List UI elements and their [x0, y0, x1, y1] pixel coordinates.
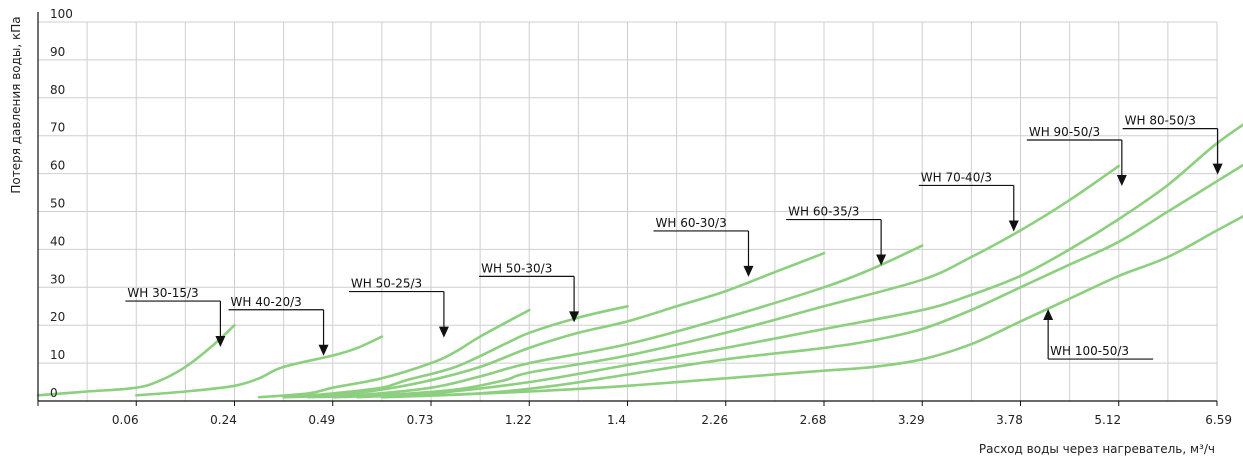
annotation-label: WH 50-30/3	[481, 261, 552, 275]
annotation-arrow	[318, 344, 329, 356]
series-line-wh-60-30-3	[282, 251, 826, 399]
x-tick-label: 0.06	[112, 413, 139, 427]
y-tick-label: 40	[50, 234, 65, 248]
chart-curves	[36, 123, 1243, 399]
annotation-arrow	[438, 326, 449, 338]
annotation-wh-50-25-3: WH 50-25/3	[348, 277, 449, 338]
annotation-label: WH 100-50/3	[1050, 344, 1129, 358]
annotation-arrow	[1212, 163, 1223, 175]
x-tick-label: 6.59	[1205, 413, 1232, 427]
series-line-wh-60-35-3	[306, 244, 924, 399]
y-tick-label: 30	[50, 272, 65, 286]
annotation-arrow	[1116, 174, 1127, 186]
tick-labels: 0 10 20 30 40 50 60 70 80 90 100 0.06 0.24 0.49 0.73 1.…	[37, 7, 1232, 427]
y-tick-label: 90	[50, 45, 65, 59]
x-tick-label: 2.68	[800, 413, 827, 427]
annotation-arrow	[743, 265, 754, 277]
series-line-wh-90-50-3	[356, 123, 1243, 399]
x-tick-label: 0.24	[210, 413, 237, 427]
annotation-wh-70-40-3: WH 70-40/3	[918, 170, 1019, 232]
annotation-label: WH 40-20/3	[231, 295, 302, 309]
x-axis-title: Расход воды через нагреватель, м³/ч	[979, 442, 1215, 456]
y-tick-label: 100	[50, 7, 73, 21]
y-tick-label: 80	[50, 83, 65, 97]
series-line-wh-50-30-3	[282, 305, 629, 399]
y-tick-label: 20	[50, 310, 65, 324]
y-tick-label: 50	[50, 197, 65, 211]
x-tick-label: 2.26	[701, 413, 728, 427]
series-line-wh-50-25-3	[257, 308, 531, 399]
annotation-label: WH 60-30/3	[655, 216, 726, 230]
chart-annotations: WH 30-15/3 WH 40-20/3 WH 50-25/3 WH 50-30/3…	[125, 114, 1223, 360]
annotation-arrow	[215, 336, 226, 348]
x-tick-label: 0.49	[308, 413, 335, 427]
series-line-wh-100-50-3	[429, 214, 1243, 397]
y-axis-title: Потеря давления воды, кПа	[9, 16, 23, 193]
chart-grid	[38, 21, 1218, 401]
series-line-wh-40-20-3	[135, 335, 384, 397]
annotation-label: WH 70-40/3	[921, 170, 992, 184]
annotation-label: WH 50-25/3	[351, 277, 422, 291]
annotation-wh-30-15-3: WH 30-15/3	[125, 286, 226, 348]
annotation-label: WH 60-35/3	[788, 205, 859, 219]
x-tick-label: 0.73	[407, 413, 434, 427]
series-line-wh-70-40-3	[331, 164, 1121, 399]
annotation-wh-50-30-3: WH 50-30/3	[479, 261, 580, 323]
y-tick-label: 0	[50, 386, 58, 400]
annotation-label: WH 30-15/3	[127, 286, 198, 300]
x-tick-label: 3.78	[996, 413, 1023, 427]
annotation-arrow	[876, 254, 887, 266]
y-tick-label: 10	[50, 348, 65, 362]
series-line-wh-80-50-3	[380, 163, 1243, 399]
annotation-arrow	[569, 311, 580, 323]
annotation-arrow	[1008, 220, 1019, 232]
series-line-wh-30-15-3	[36, 323, 236, 397]
x-tick-label: 5.12	[1094, 413, 1121, 427]
x-tick-label: 3.29	[898, 413, 925, 427]
annotation-wh-60-35-3: WH 60-35/3	[786, 205, 887, 266]
annotation-wh-40-20-3: WH 40-20/3	[228, 295, 329, 356]
annotation-arrow	[1043, 309, 1054, 321]
y-tick-label: 60	[50, 159, 65, 173]
annotation-wh-100-50-3: WH 100-50/3	[1043, 309, 1154, 360]
x-tick-label: 1.22	[505, 413, 532, 427]
x-tick-label: 1.4	[607, 413, 626, 427]
chart-axes: Потеря давления воды, кПа Расход воды че…	[9, 12, 1217, 456]
annotation-wh-80-50-3: WH 80-50/3	[1122, 114, 1223, 175]
annotation-label: WH 90-50/3	[1029, 125, 1100, 139]
annotation-label: WH 80-50/3	[1125, 114, 1196, 128]
annotation-wh-90-50-3: WH 90-50/3	[1026, 125, 1127, 186]
y-tick-label: 70	[50, 121, 65, 135]
annotation-wh-60-30-3: WH 60-30/3	[653, 216, 754, 277]
